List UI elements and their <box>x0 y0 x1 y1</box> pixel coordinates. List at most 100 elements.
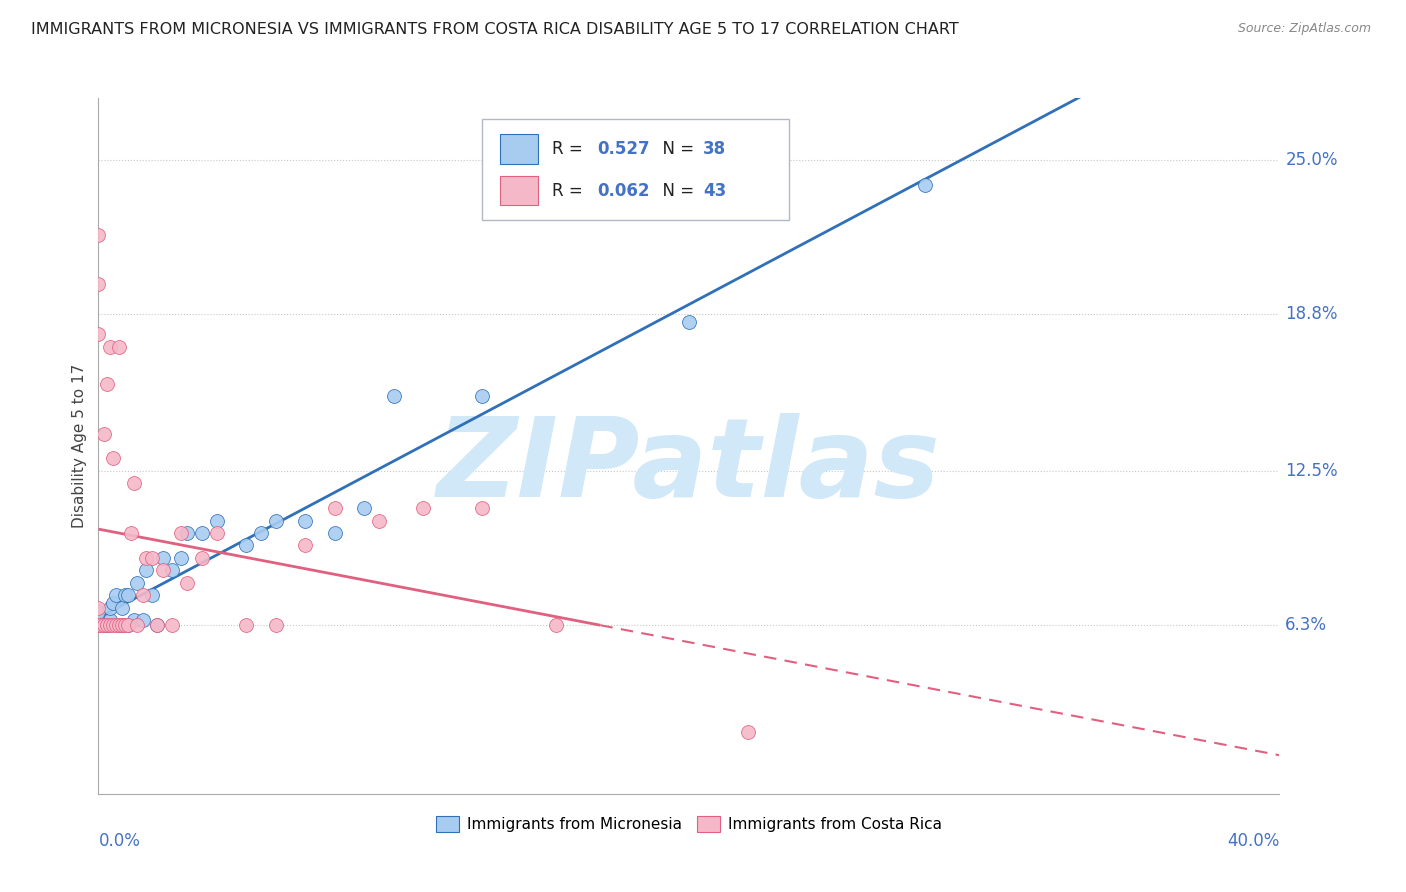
Point <box>170 526 193 541</box>
Point <box>122 613 145 627</box>
Point <box>250 526 273 541</box>
Point <box>120 526 142 541</box>
Point <box>114 588 136 602</box>
Point <box>176 575 198 590</box>
Point <box>93 618 115 632</box>
Point <box>294 538 316 552</box>
Text: 6.3%: 6.3% <box>1285 615 1327 634</box>
Point <box>87 606 110 620</box>
Text: 25.0%: 25.0% <box>1285 152 1339 169</box>
Point <box>176 526 198 541</box>
Text: 40.0%: 40.0% <box>1227 832 1279 850</box>
Point <box>471 501 494 516</box>
Text: ZIPatlas: ZIPatlas <box>437 413 941 520</box>
Point <box>737 724 759 739</box>
Point <box>162 618 183 632</box>
Bar <box>501 176 537 205</box>
Point <box>353 501 375 516</box>
Text: N =: N = <box>652 140 700 158</box>
Point <box>93 426 115 441</box>
Point <box>141 550 163 565</box>
Point <box>678 315 700 329</box>
Point <box>368 514 391 528</box>
Point <box>98 600 121 615</box>
Point <box>323 526 346 541</box>
Point <box>103 596 125 610</box>
Text: 12.5%: 12.5% <box>1285 462 1339 480</box>
Point <box>125 618 148 632</box>
Point <box>98 613 121 627</box>
Point <box>191 550 214 565</box>
Point <box>93 618 115 632</box>
Point <box>191 526 214 541</box>
Point <box>87 613 110 627</box>
Point <box>146 618 169 632</box>
Bar <box>501 135 537 163</box>
Point <box>914 178 936 193</box>
Point <box>108 618 131 632</box>
Point <box>87 600 110 615</box>
Point <box>114 618 136 632</box>
Point <box>111 600 134 615</box>
Point <box>108 340 131 354</box>
Text: 0.527: 0.527 <box>596 140 650 158</box>
Point <box>135 563 157 577</box>
Point <box>205 514 228 528</box>
Point <box>132 588 155 602</box>
Text: N =: N = <box>652 182 700 200</box>
Point <box>152 563 174 577</box>
Point <box>323 501 346 516</box>
Text: R =: R = <box>553 140 588 158</box>
Point <box>382 389 405 403</box>
Point <box>87 227 110 242</box>
Y-axis label: Disability Age 5 to 17: Disability Age 5 to 17 <box>72 364 87 528</box>
Point <box>103 451 125 466</box>
Point <box>103 618 125 632</box>
Point <box>122 476 145 491</box>
Point <box>162 563 183 577</box>
Point <box>87 327 110 342</box>
Point <box>117 618 139 632</box>
Point <box>98 340 121 354</box>
Point <box>117 588 139 602</box>
Text: 38: 38 <box>703 140 727 158</box>
Point <box>98 618 121 632</box>
Point <box>141 588 163 602</box>
Point <box>96 376 118 391</box>
Point <box>96 618 118 632</box>
Point <box>471 389 494 403</box>
Point <box>132 613 155 627</box>
Point <box>235 618 257 632</box>
Text: 0.0%: 0.0% <box>98 832 141 850</box>
FancyBboxPatch shape <box>482 119 789 220</box>
Point <box>264 618 287 632</box>
Point <box>87 618 110 632</box>
Point <box>108 618 131 632</box>
Point <box>111 618 134 632</box>
Point <box>546 618 568 632</box>
Point <box>96 618 118 632</box>
Point <box>87 277 110 292</box>
Text: 0.062: 0.062 <box>596 182 650 200</box>
Point <box>135 550 157 565</box>
Point <box>146 618 169 632</box>
Point <box>87 618 110 632</box>
Text: 43: 43 <box>703 182 727 200</box>
Legend: Immigrants from Micronesia, Immigrants from Costa Rica: Immigrants from Micronesia, Immigrants f… <box>430 810 948 838</box>
Point <box>105 588 128 602</box>
Text: Source: ZipAtlas.com: Source: ZipAtlas.com <box>1237 22 1371 36</box>
Point <box>235 538 257 552</box>
Point <box>294 514 316 528</box>
Text: R =: R = <box>553 182 588 200</box>
Point <box>125 575 148 590</box>
Text: IMMIGRANTS FROM MICRONESIA VS IMMIGRANTS FROM COSTA RICA DISABILITY AGE 5 TO 17 : IMMIGRANTS FROM MICRONESIA VS IMMIGRANTS… <box>31 22 959 37</box>
Point <box>117 618 139 632</box>
Point <box>87 618 110 632</box>
Point <box>170 550 193 565</box>
Point <box>105 618 128 632</box>
Point <box>96 618 118 632</box>
Point <box>152 550 174 565</box>
Text: 18.8%: 18.8% <box>1285 305 1339 323</box>
Point <box>90 618 112 632</box>
Point <box>205 526 228 541</box>
